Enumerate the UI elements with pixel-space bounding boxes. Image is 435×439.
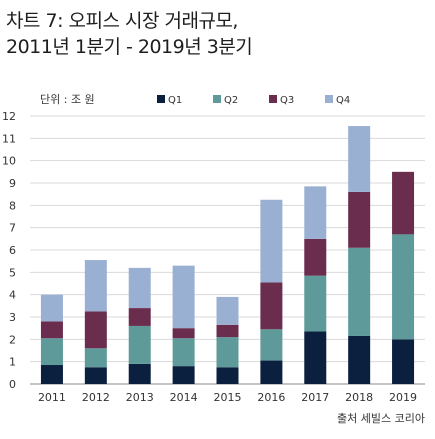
legend-label: Q4 xyxy=(336,95,350,106)
x-tick-label: 2012 xyxy=(82,391,110,404)
y-tick-label: 10 xyxy=(2,155,16,168)
chart-title-line-2: 2011년 1분기 - 2019년 3분기 xyxy=(6,36,253,58)
legend-swatch xyxy=(269,95,277,103)
y-tick-label: 8 xyxy=(9,199,16,212)
bar-segment xyxy=(392,339,415,384)
bar-segment xyxy=(260,329,283,361)
bar-segment xyxy=(260,360,283,384)
x-tick-label: 2013 xyxy=(126,391,154,404)
unit-label: 단위 : 조 원 xyxy=(40,93,95,106)
y-tick-label: 6 xyxy=(9,244,16,257)
y-tick-label: 1 xyxy=(9,356,16,369)
bar-segment xyxy=(172,265,195,329)
bar-segment xyxy=(348,191,371,248)
bar-segment xyxy=(40,321,63,339)
bar-segment xyxy=(216,367,239,384)
y-tick-label: 9 xyxy=(9,177,16,190)
bar-segment xyxy=(172,338,195,367)
bar-segment xyxy=(392,171,415,235)
bar-segment xyxy=(392,234,415,340)
bar-segment xyxy=(260,282,283,330)
y-tick-label: 12 xyxy=(2,110,16,123)
bar-segment xyxy=(216,337,239,368)
legend-swatch xyxy=(157,95,165,103)
bar-segment xyxy=(348,126,371,192)
bar-segment xyxy=(84,348,107,368)
y-tick-label: 7 xyxy=(9,222,16,235)
x-tick-label: 2018 xyxy=(345,391,373,404)
y-tick-label: 2 xyxy=(9,333,16,346)
bar-segment xyxy=(84,311,107,349)
bar-segment xyxy=(40,294,63,322)
bar-segment xyxy=(304,331,327,384)
x-tick-label: 2016 xyxy=(257,391,285,404)
bar-segment xyxy=(40,365,63,384)
bar-segment xyxy=(216,324,239,338)
bar-segment xyxy=(128,267,151,309)
x-tick-label: 2014 xyxy=(170,391,198,404)
legend-label: Q3 xyxy=(280,95,294,106)
bar-segment xyxy=(172,328,195,339)
x-tick-label: 2019 xyxy=(389,391,417,404)
y-tick-label: 3 xyxy=(9,311,16,324)
bar-segment xyxy=(216,296,239,325)
legend-label: Q1 xyxy=(168,95,182,106)
bar-segment xyxy=(260,199,283,283)
legend-label: Q2 xyxy=(224,95,238,106)
bar-segment xyxy=(128,325,151,364)
y-tick-label: 5 xyxy=(9,266,16,279)
y-tick-label: 11 xyxy=(2,132,16,145)
bar-segment xyxy=(304,238,327,276)
bar-segment xyxy=(304,186,327,239)
x-tick-label: 2015 xyxy=(214,391,242,404)
bar-segment xyxy=(304,275,327,332)
chart-title-block: 차트 7: 오피스 시장 거래규모, 2011년 1분기 - 2019년 3분기 xyxy=(6,8,426,60)
bar-segment xyxy=(84,367,107,384)
legend-swatch xyxy=(325,95,333,103)
bar-segment xyxy=(128,308,151,326)
bar-segment xyxy=(172,366,195,384)
bar-segment xyxy=(128,363,151,384)
source-note: 출처 세빌스 코리아 xyxy=(337,412,425,425)
chart-title-line-1: 차트 7: 오피스 시장 거래규모, xyxy=(6,10,238,32)
y-tick-label: 4 xyxy=(9,289,16,302)
legend-swatch xyxy=(213,95,221,103)
bar-segment xyxy=(40,338,63,366)
bar-segment xyxy=(348,335,371,384)
bar-segment xyxy=(348,247,371,336)
x-tick-label: 2017 xyxy=(301,391,329,404)
bar-segment xyxy=(84,260,107,312)
y-tick-label: 0 xyxy=(9,378,16,391)
x-tick-label: 2011 xyxy=(38,391,66,404)
